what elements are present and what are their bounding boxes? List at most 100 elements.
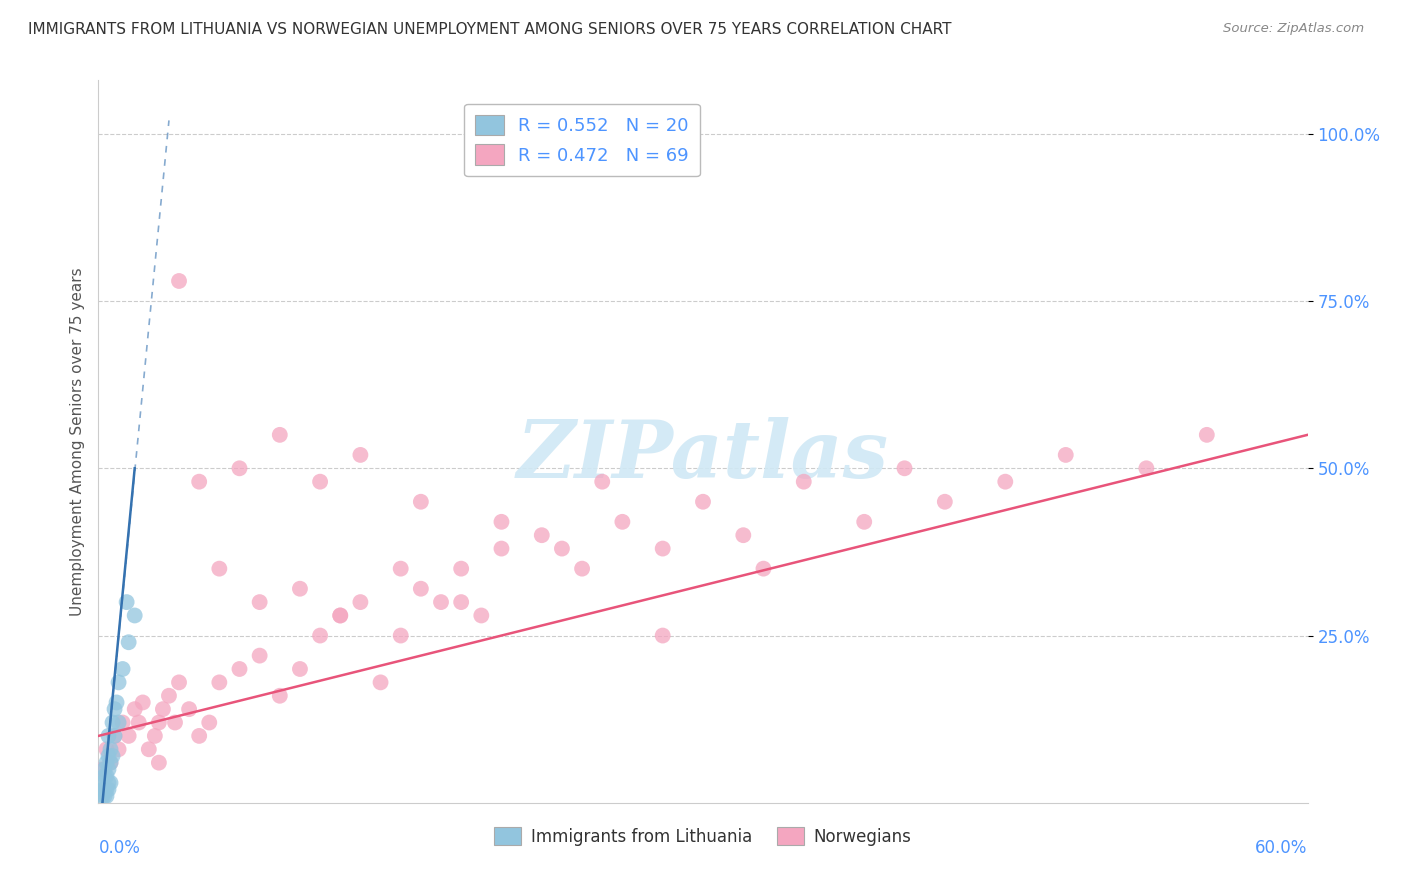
Point [148,756,170,770]
Point [101,749,124,764]
Point [179,702,201,716]
Point [208,562,231,576]
Point [97,776,120,790]
Text: Source: ZipAtlas.com: Source: ZipAtlas.com [1223,22,1364,36]
Point [107,742,129,756]
Point [96,742,118,756]
Point [163,715,186,730]
Point [128,715,150,730]
Y-axis label: Unemployment Among Seniors over 75 years: Unemployment Among Seniors over 75 years [69,268,84,615]
Point [591,475,613,489]
Point [934,494,956,508]
Point [118,635,141,649]
Point [105,696,128,710]
Text: 0.0%: 0.0% [98,838,141,857]
Point [91,782,114,797]
Point [309,475,332,489]
Point [124,608,146,623]
Point [93,769,115,783]
Point [188,475,211,489]
Point [551,541,574,556]
Point [167,274,190,288]
Text: 60.0%: 60.0% [1256,838,1308,857]
Point [228,662,250,676]
Point [107,675,129,690]
Point [571,562,593,576]
Point [107,715,129,730]
Point [409,582,432,596]
Point [103,702,125,716]
Point [491,541,513,556]
Point [132,696,155,710]
Point [100,756,122,770]
Point [91,762,114,776]
Point [370,675,392,690]
Point [450,562,472,576]
Point [309,628,332,642]
Point [93,789,115,804]
Point [893,461,915,475]
Point [1135,461,1157,475]
Point [96,789,118,804]
Point [530,528,553,542]
Point [96,769,118,783]
Point [249,648,271,663]
Point [994,475,1017,489]
Point [118,729,141,743]
Point [329,608,352,623]
Point [1054,448,1077,462]
Point [157,689,180,703]
Point [111,662,134,676]
Point [91,776,114,790]
Point [389,628,412,642]
Point [651,541,673,556]
Point [167,675,190,690]
Point [96,756,118,770]
Point [228,461,250,475]
Point [103,729,125,743]
Point [188,729,211,743]
Point [491,515,513,529]
Legend: Immigrants from Lithuania, Norwegians: Immigrants from Lithuania, Norwegians [488,821,918,852]
Point [93,782,115,797]
Point [100,776,122,790]
Point [793,475,815,489]
Point [430,595,453,609]
Point [143,729,166,743]
Point [389,562,412,576]
Point [93,762,115,776]
Point [288,662,311,676]
Point [470,608,492,623]
Point [409,494,432,508]
Point [612,515,634,529]
Point [752,562,775,576]
Point [124,702,146,716]
Point [97,762,120,776]
Text: ZIPatlas: ZIPatlas [517,417,889,495]
Point [97,729,120,743]
Point [96,782,118,797]
Point [450,595,472,609]
Point [152,702,174,716]
Point [101,715,124,730]
Point [1195,427,1218,442]
Point [208,675,231,690]
Point [97,749,120,764]
Point [329,608,352,623]
Point [198,715,221,730]
Point [249,595,271,609]
Point [115,595,138,609]
Text: IMMIGRANTS FROM LITHUANIA VS NORWEGIAN UNEMPLOYMENT AMONG SENIORS OVER 75 YEARS : IMMIGRANTS FROM LITHUANIA VS NORWEGIAN U… [28,22,952,37]
Point [103,729,125,743]
Point [100,756,122,770]
Point [91,789,114,804]
Point [100,742,122,756]
Point [733,528,755,542]
Point [111,715,134,730]
Point [651,628,673,642]
Point [148,715,170,730]
Point [269,689,291,703]
Point [269,427,291,442]
Point [349,448,371,462]
Point [97,782,120,797]
